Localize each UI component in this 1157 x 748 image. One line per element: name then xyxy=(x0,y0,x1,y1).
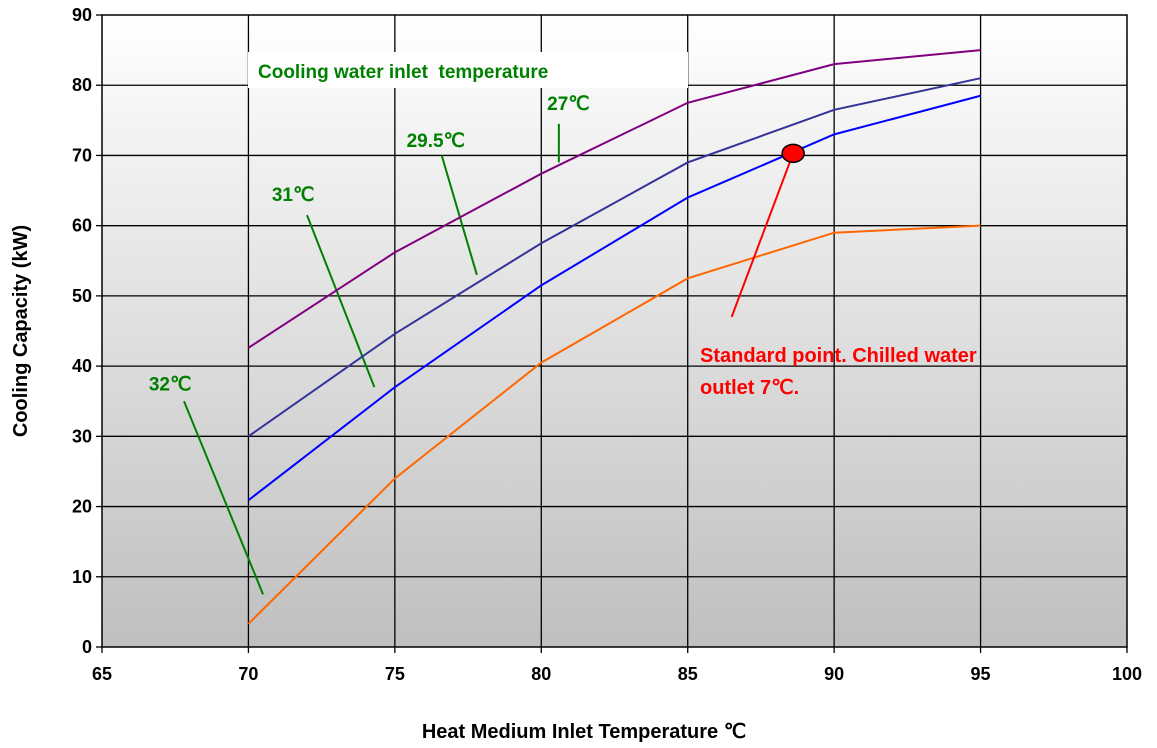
series-line xyxy=(247,77,981,438)
series-line xyxy=(247,224,981,625)
series-label: 31℃ xyxy=(272,185,314,206)
x-tick-label: 85 xyxy=(678,664,698,684)
series-line xyxy=(247,94,981,502)
y-tick-label: 50 xyxy=(72,286,92,306)
y-axis-ticks: 0 10 20 30 40 50 60 70 80 90 xyxy=(72,5,102,657)
x-axis-title: Heat Medium Inlet Temperature ℃ xyxy=(422,721,746,743)
standard-point-label-line2: outlet 7℃. xyxy=(700,377,799,399)
x-tick-label: 65 xyxy=(92,664,112,684)
x-tick-label: 70 xyxy=(238,664,258,684)
series-label: 29.5℃ xyxy=(407,131,465,152)
x-tick-label: 75 xyxy=(385,664,405,684)
series-lines xyxy=(247,49,981,625)
standard-point-label-line1: Standard point. Chilled water xyxy=(700,345,977,367)
y-tick-label: 90 xyxy=(72,5,92,25)
y-tick-label: 0 xyxy=(82,637,92,657)
series-label: 27℃ xyxy=(547,94,589,115)
standard-point-marker xyxy=(781,143,805,164)
series-leader-line xyxy=(440,155,478,276)
series-leader-line xyxy=(306,214,376,388)
y-tick-label: 80 xyxy=(72,75,92,95)
x-axis-ticks: 65 70 75 80 85 90 95 100 xyxy=(92,647,1142,684)
series-line xyxy=(247,49,981,349)
x-tick-label: 100 xyxy=(1112,664,1142,684)
legend-title-box xyxy=(248,52,688,88)
y-tick-label: 30 xyxy=(72,426,92,446)
legend-title: Cooling water inlet temperature xyxy=(258,62,548,83)
y-tick-label: 40 xyxy=(72,356,92,376)
y-tick-label: 70 xyxy=(72,145,92,165)
series-labels: 27℃ 29.5℃ 31℃ 32℃ xyxy=(149,94,590,396)
y-tick-label: 20 xyxy=(72,497,92,517)
x-tick-label: 90 xyxy=(824,664,844,684)
series-leader-lines xyxy=(183,123,560,595)
y-tick-label: 10 xyxy=(72,567,92,587)
y-tick-label: 60 xyxy=(72,216,92,236)
y-axis-title: Cooling Capacity (kW) xyxy=(10,225,32,437)
x-tick-label: 95 xyxy=(971,664,991,684)
plot-area xyxy=(101,14,1128,648)
series-label: 32℃ xyxy=(149,375,191,396)
series-leader-line xyxy=(183,400,264,595)
x-tick-label: 80 xyxy=(531,664,551,684)
standard-point-leader xyxy=(730,152,795,318)
